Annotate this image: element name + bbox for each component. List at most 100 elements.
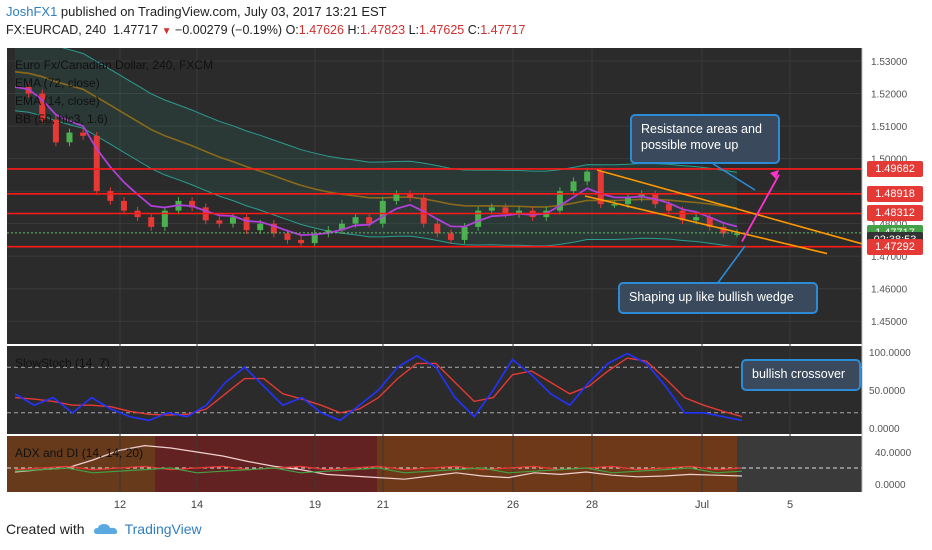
candle-body: [161, 210, 168, 227]
candle-body: [584, 171, 591, 182]
low-label: L:: [408, 23, 420, 37]
adx-line: [14, 444, 743, 480]
candle-body: [189, 200, 196, 208]
candle-body: [407, 194, 414, 198]
candle-body: [338, 223, 345, 231]
candle-body: [216, 220, 223, 224]
adx-bull-zone: [377, 436, 737, 492]
price-axis-label: 1.48918: [867, 185, 923, 202]
candle-body: [556, 191, 563, 211]
di-minus-line: [14, 465, 743, 471]
legend-ema14: EMA (14, close): [15, 94, 100, 108]
candle-body: [229, 217, 236, 224]
move-up-arrowhead: [770, 170, 779, 179]
author-link[interactable]: JoshFX1: [6, 4, 58, 19]
bollinger-band-fill: [15, 48, 737, 248]
price-axis-label: 1.47292: [867, 238, 923, 255]
candle-body: [488, 207, 495, 211]
price-axis-label: 1.49682: [867, 160, 923, 177]
legend-bb: BB (50, hlc3, 1.6): [15, 112, 108, 126]
price-tick-label: 1.51000: [871, 122, 908, 133]
di-plus-line: [14, 467, 743, 474]
candle-body: [475, 210, 482, 227]
note-resistance: Resistance areas and possible move up: [630, 114, 780, 164]
price-tick-label: 1.45000: [871, 317, 908, 328]
legend-ema72: EMA (72, close): [15, 76, 100, 90]
candle-body: [447, 233, 454, 240]
close-label: C:: [467, 23, 481, 37]
candle-body: [461, 226, 468, 240]
stoch-tick-label: 50.0000: [869, 386, 906, 397]
move-up-arrow: [741, 174, 780, 242]
price-axis-label: 1.48312: [867, 205, 923, 222]
candle-body: [148, 217, 155, 227]
high-value: 1.47823: [359, 23, 406, 37]
adx-tick-label: 40.0000: [875, 448, 912, 459]
price-tick-label: 1.50000: [871, 155, 908, 166]
x-tick-label: Jul: [695, 499, 709, 511]
candle-body: [52, 119, 59, 143]
note-wedge: Shaping up like bullish wedge: [618, 282, 818, 314]
open-value: 1.47626: [298, 23, 344, 37]
candle-body: [706, 217, 713, 227]
candle-body: [284, 233, 291, 240]
note-crossover: bullish crossover: [741, 359, 861, 391]
candle-body: [570, 181, 577, 192]
tradingview-link[interactable]: TradingView: [124, 521, 202, 537]
candle-body: [257, 223, 264, 231]
candle-body: [393, 194, 400, 201]
bollinger-lower-line: [14, 110, 738, 248]
x-tick-label: 19: [309, 499, 321, 511]
high-label: H:: [347, 23, 360, 37]
price-tick-label: 1.46000: [871, 285, 908, 296]
candle-body: [366, 217, 373, 224]
low-value: 1.47625: [419, 23, 465, 37]
note-pointer-resistance: [706, 159, 756, 191]
candle-body: [720, 226, 727, 234]
adx-bear-zone: [155, 436, 377, 492]
legend-title: Euro Fx/Canadian Dollar, 240, FXCM: [15, 58, 214, 72]
candle-body: [93, 135, 100, 192]
candle-body: [516, 210, 523, 214]
candle-body: [270, 223, 277, 234]
wedge-upper-line: [596, 169, 863, 245]
stoch-tick-label: 0.0000: [869, 424, 900, 435]
price-tick-label: 1.47000: [871, 252, 908, 263]
ema72-line: [14, 71, 738, 209]
candle-body: [80, 132, 87, 136]
chart-area[interactable]: 1.530001.520001.510001.500001.490001.480…: [7, 48, 928, 516]
x-tick-label: 26: [507, 499, 519, 511]
candle-body: [66, 132, 73, 143]
publish-info: JoshFX1 published on TradingView.com, Ju…: [6, 4, 387, 19]
legend-stoch: SlowStoch (14, 7): [15, 356, 110, 370]
stoch-tick-label: 100.0000: [869, 348, 911, 359]
created-with-text: Created with: [6, 521, 85, 537]
publish-text: published on TradingView.com, July 03, 2…: [57, 4, 387, 19]
cloud-icon: [93, 524, 117, 534]
price-change: −0.00279 (−0.19%): [175, 23, 283, 37]
bollinger-upper-line: [61, 48, 738, 173]
candle-body: [679, 210, 686, 221]
candle-body: [311, 233, 318, 244]
candle-body: [625, 197, 632, 205]
adx-tick-label: 0.0000: [875, 480, 906, 491]
candle-body: [120, 200, 127, 211]
last-price: 1.47717: [112, 23, 159, 37]
candle-body: [502, 207, 509, 214]
x-tick-label: 12: [114, 499, 126, 511]
candle-body: [597, 171, 604, 205]
candle-body: [107, 191, 114, 201]
open-label: O:: [285, 23, 299, 37]
candle-body: [39, 93, 46, 120]
symbol-bar: FX:EURCAD, 240 1.47717 ▼ −0.00279 (−0.19…: [6, 23, 525, 37]
price-tick-label: 1.53000: [871, 57, 908, 68]
candle-body: [379, 200, 386, 224]
stoch-k-line: [14, 352, 743, 422]
close-value: 1.47717: [480, 23, 526, 37]
x-tick-label: 5: [787, 499, 793, 511]
candle-body: [352, 217, 359, 224]
x-tick-label: 21: [377, 499, 389, 511]
down-arrow-icon: ▼: [161, 26, 172, 37]
legend-adx: ADX and DI (14, 14, 20): [15, 446, 144, 460]
note-pointer-wedge: [716, 245, 746, 285]
